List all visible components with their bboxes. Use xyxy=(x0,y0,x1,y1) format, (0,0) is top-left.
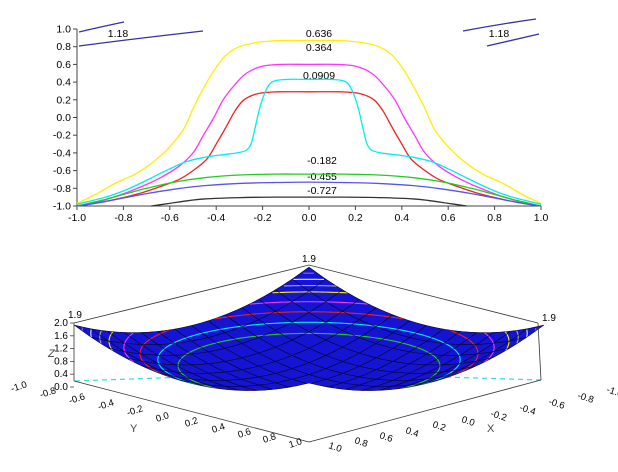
svg-text:-0.2: -0.2 xyxy=(126,403,145,419)
svg-text:-0.4: -0.4 xyxy=(53,147,71,159)
svg-text:0.2: 0.2 xyxy=(431,419,447,434)
svg-text:0.0: 0.0 xyxy=(302,212,317,224)
svg-text:Z: Z xyxy=(47,348,56,360)
svg-text:0.8: 0.8 xyxy=(56,41,71,53)
svg-text:0.4: 0.4 xyxy=(404,425,420,440)
svg-text:-0.4: -0.4 xyxy=(207,212,225,224)
svg-text:-1.0: -1.0 xyxy=(53,201,71,213)
svg-text:-0.727: -0.727 xyxy=(307,185,337,197)
svg-text:1.0: 1.0 xyxy=(288,436,304,451)
svg-text:0.0: 0.0 xyxy=(56,112,71,124)
svg-text:0.8: 0.8 xyxy=(487,212,502,224)
svg-text:-0.182: -0.182 xyxy=(307,155,337,167)
svg-text:-0.4: -0.4 xyxy=(97,397,116,413)
svg-text:0.6: 0.6 xyxy=(378,430,394,445)
svg-text:0.636: 0.636 xyxy=(306,28,332,40)
svg-text:-0.2: -0.2 xyxy=(53,130,71,142)
svg-text:-0.8: -0.8 xyxy=(576,390,595,406)
svg-text:1.18: 1.18 xyxy=(489,28,510,40)
svg-text:-0.2: -0.2 xyxy=(489,408,508,424)
svg-text:0.4: 0.4 xyxy=(394,212,409,224)
svg-text:1.0: 1.0 xyxy=(534,212,549,224)
svg-text:X: X xyxy=(487,423,495,435)
svg-text:Y: Y xyxy=(130,423,138,435)
svg-text:1.18: 1.18 xyxy=(108,28,129,40)
svg-text:-0.6: -0.6 xyxy=(161,212,179,224)
svg-text:1.2: 1.2 xyxy=(54,344,68,355)
svg-text:0.2: 0.2 xyxy=(56,94,71,106)
svg-text:0.8: 0.8 xyxy=(54,356,68,367)
svg-text:0.4: 0.4 xyxy=(211,421,227,436)
svg-text:-0.6: -0.6 xyxy=(547,396,566,412)
svg-text:-0.4: -0.4 xyxy=(518,402,537,418)
svg-text:0.6: 0.6 xyxy=(56,59,71,71)
svg-text:0.4: 0.4 xyxy=(54,369,68,380)
svg-text:-0.6: -0.6 xyxy=(68,391,87,407)
svg-text:-1.0: -1.0 xyxy=(605,384,618,400)
svg-text:0.2: 0.2 xyxy=(348,212,363,224)
svg-text:0.2: 0.2 xyxy=(184,415,200,430)
svg-text:-0.2: -0.2 xyxy=(254,212,272,224)
svg-text:1.0: 1.0 xyxy=(327,440,343,455)
svg-text:-0.8: -0.8 xyxy=(39,385,58,401)
svg-text:0.4: 0.4 xyxy=(56,77,71,89)
svg-text:0.0: 0.0 xyxy=(54,382,68,393)
svg-text:-1.0: -1.0 xyxy=(68,212,86,224)
svg-text:1.9: 1.9 xyxy=(68,310,82,321)
svg-text:-0.6: -0.6 xyxy=(53,165,71,177)
svg-text:0.364: 0.364 xyxy=(306,42,332,54)
svg-text:2.0: 2.0 xyxy=(54,318,68,329)
svg-text:0.6: 0.6 xyxy=(441,212,456,224)
svg-text:0.8: 0.8 xyxy=(353,435,369,450)
svg-text:-0.455: -0.455 xyxy=(307,171,337,183)
svg-text:-1.0: -1.0 xyxy=(10,379,29,395)
svg-text:-0.8: -0.8 xyxy=(114,212,132,224)
svg-text:0.0: 0.0 xyxy=(460,414,476,429)
svg-text:1.6: 1.6 xyxy=(54,331,68,342)
svg-text:1.9: 1.9 xyxy=(302,254,316,265)
svg-text:0.0909: 0.0909 xyxy=(303,70,335,82)
svg-text:1.9: 1.9 xyxy=(542,313,556,324)
svg-text:0.6: 0.6 xyxy=(237,426,253,441)
svg-text:1.0: 1.0 xyxy=(56,24,71,36)
svg-text:-0.8: -0.8 xyxy=(53,183,71,195)
svg-text:0.0: 0.0 xyxy=(155,410,171,425)
